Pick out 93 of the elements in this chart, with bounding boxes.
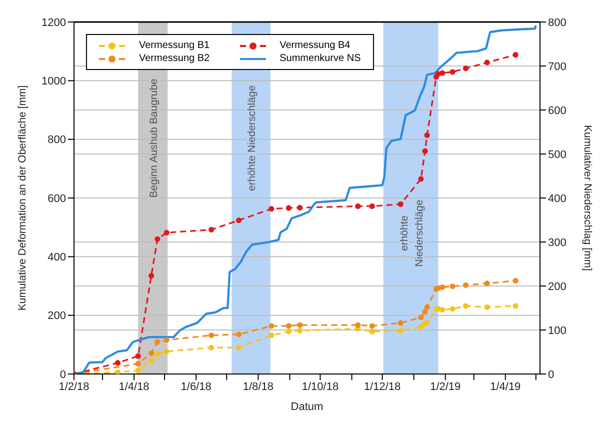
point	[164, 230, 170, 236]
y-tick-label: 0	[60, 368, 66, 381]
y2-tick-label: 200	[548, 280, 566, 293]
y2-tick-label: 0	[548, 368, 554, 381]
point	[148, 272, 154, 279]
point	[424, 132, 430, 138]
point	[512, 52, 518, 58]
y2-tick-label: 400	[548, 192, 566, 205]
x-tick-label: 1/4/18	[118, 380, 150, 393]
point	[422, 309, 428, 315]
point	[236, 217, 242, 224]
point	[236, 344, 242, 350]
point	[369, 328, 375, 334]
point	[154, 351, 160, 357]
point	[268, 332, 274, 338]
y-tick-label: 600	[48, 192, 66, 205]
point	[398, 320, 404, 326]
legend-label: Summenkurve NS	[280, 53, 361, 64]
legend-label: Vermessung B1	[139, 40, 210, 51]
point	[286, 323, 292, 329]
point	[148, 358, 154, 364]
point	[208, 226, 214, 232]
point	[148, 350, 154, 356]
y2-tick-label: 600	[548, 104, 566, 117]
point	[355, 322, 361, 328]
point	[236, 332, 242, 338]
y2-tick-label: 300	[548, 236, 566, 249]
point	[135, 368, 141, 374]
point	[440, 70, 446, 76]
y-tick-label: 1200	[42, 16, 66, 29]
point	[135, 360, 141, 367]
x-tick-label: 1/2/18	[58, 380, 90, 393]
point	[484, 280, 490, 286]
point	[286, 328, 292, 334]
point	[369, 203, 375, 210]
point	[164, 348, 170, 354]
point	[462, 66, 469, 72]
point	[208, 344, 214, 350]
point	[164, 337, 170, 343]
x-axis-title: Datum	[290, 401, 324, 413]
point	[450, 306, 456, 312]
point	[450, 69, 456, 75]
point	[462, 303, 469, 309]
x-tick-label: 1/10/18	[302, 380, 339, 393]
point	[440, 306, 446, 313]
y2-tick-label: 100	[548, 324, 566, 337]
point	[135, 353, 141, 359]
point	[355, 203, 361, 210]
point	[424, 304, 430, 310]
point	[369, 323, 375, 329]
y-tick-label: 1000	[42, 76, 66, 88]
x-tick-label: 1/8/18	[242, 380, 274, 393]
point	[512, 303, 518, 309]
point	[484, 60, 490, 66]
point	[114, 360, 121, 366]
point	[398, 328, 404, 334]
point	[154, 339, 160, 345]
x-tick-label: 1/6/18	[180, 380, 212, 393]
point	[462, 282, 469, 288]
point	[154, 236, 160, 242]
band-label: erhöhte Niederschläge	[398, 199, 426, 267]
point	[440, 284, 446, 290]
point	[484, 304, 490, 310]
y-axis-title: Kumulative Deformation an der Oberfläche [mm]	[16, 85, 29, 311]
point	[418, 324, 424, 330]
point	[114, 369, 121, 374]
point	[418, 314, 424, 320]
point	[512, 278, 518, 284]
x-tick-label: 1/4/19	[490, 380, 521, 393]
point	[297, 322, 303, 328]
legend-label: Vermessung B2	[139, 53, 210, 64]
y-tick-label: 400	[48, 252, 66, 264]
x-tick-label: 1/12/18	[364, 380, 401, 393]
point	[450, 283, 456, 290]
y-tick-label: 800	[48, 134, 66, 146]
legend-label: Vermessung B4	[280, 40, 350, 51]
y2-tick-label: 700	[548, 60, 566, 73]
point	[422, 148, 428, 154]
point	[268, 323, 274, 329]
band-label: Beginn Aushub Baugrube	[148, 78, 160, 198]
point	[398, 201, 404, 207]
y-tick-label: 200	[48, 310, 66, 322]
point	[286, 205, 292, 211]
y2-tick-label: 500	[548, 148, 566, 161]
y2-axis-title: Kumulativer Niederschlag [mm]	[581, 125, 594, 272]
point	[208, 332, 214, 338]
band-label: erhöhte Niederschläge	[246, 85, 258, 191]
point	[297, 328, 303, 334]
point	[297, 204, 303, 210]
y2-tick-label: 800	[548, 16, 566, 29]
point	[268, 206, 274, 212]
point	[418, 176, 424, 182]
x-tick-label: 1/2/19	[430, 380, 461, 393]
